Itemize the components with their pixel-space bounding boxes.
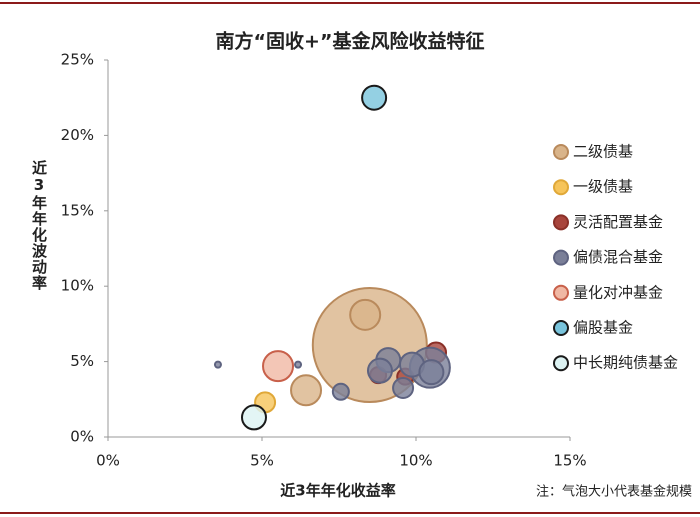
- bubble: [418, 359, 445, 386]
- y-tick-label: 5%: [70, 352, 94, 370]
- legend-marker: [553, 249, 569, 266]
- note: 注：气泡大小代表基金规模: [536, 484, 692, 500]
- bubble: [331, 382, 350, 401]
- legend-label: 偏债混合基金: [573, 248, 663, 266]
- bubble: [290, 374, 323, 407]
- legend-marker: [553, 320, 569, 336]
- bubble: [262, 350, 295, 383]
- bubble: [240, 404, 267, 431]
- y-tick-label: 20%: [61, 126, 94, 144]
- y-tick-label: 15%: [61, 201, 94, 219]
- legend-marker: [553, 214, 569, 231]
- bubble: [213, 360, 222, 369]
- legend-label: 量化对冲基金: [573, 283, 663, 301]
- x-tick-label: 15%: [553, 452, 586, 470]
- legend-marker: [553, 284, 569, 301]
- y-tick-label: 25%: [61, 51, 94, 69]
- chart-title: 南方“固收+”基金风险收益特征: [216, 30, 485, 53]
- legend-label: 灵活配置基金: [573, 213, 663, 231]
- y-tick-label: 10%: [61, 277, 94, 295]
- x-tick-label: 10%: [399, 452, 432, 470]
- bubble: [361, 84, 388, 111]
- y-axis-label: 近3年年化波动率: [30, 160, 48, 291]
- legend-marker: [553, 144, 569, 160]
- legend-marker: [553, 355, 569, 372]
- bubble: [392, 376, 415, 399]
- bubble: [294, 360, 303, 369]
- y-tick-label: 0%: [70, 428, 94, 446]
- x-tick-label: 0%: [96, 452, 120, 470]
- legend-label: 中长期纯债基金: [573, 354, 678, 372]
- x-tick-label: 5%: [250, 452, 274, 470]
- legend-marker: [553, 179, 569, 196]
- legend-label: 偏股基金: [573, 319, 633, 337]
- bubble: [366, 357, 393, 384]
- legend-label: 一级债基: [573, 178, 633, 196]
- legend-label: 二级债基: [573, 143, 633, 161]
- bubble: [349, 298, 382, 331]
- x-axis-label: 近3年年化收益率: [280, 482, 395, 500]
